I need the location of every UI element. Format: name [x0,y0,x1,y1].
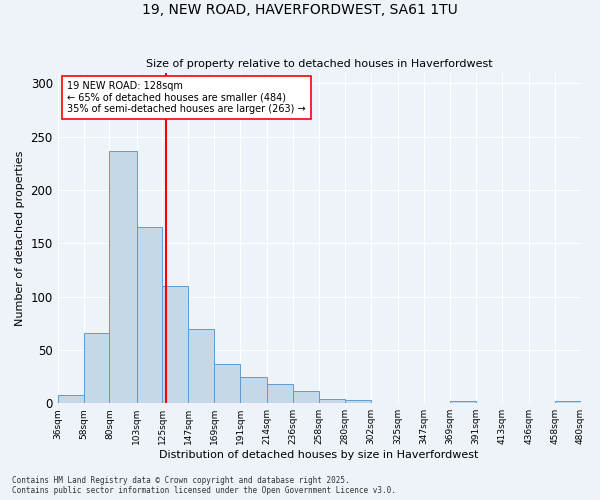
Bar [188,328,214,403]
Bar [163,286,188,403]
Bar [109,152,137,403]
Bar [267,384,293,403]
Bar [137,227,163,403]
Y-axis label: Number of detached properties: Number of detached properties [15,150,25,326]
Title: Size of property relative to detached houses in Haverfordwest: Size of property relative to detached ho… [146,59,493,69]
Bar [58,394,83,403]
Bar [240,376,267,403]
Text: Contains HM Land Registry data © Crown copyright and database right 2025.
Contai: Contains HM Land Registry data © Crown c… [12,476,396,495]
Bar [345,400,371,403]
Bar [319,399,345,403]
Bar [214,364,240,403]
X-axis label: Distribution of detached houses by size in Haverfordwest: Distribution of detached houses by size … [160,450,479,460]
Bar [293,392,319,403]
Bar [450,401,476,403]
Text: 19, NEW ROAD, HAVERFORDWEST, SA61 1TU: 19, NEW ROAD, HAVERFORDWEST, SA61 1TU [142,2,458,16]
Bar [83,333,109,403]
Text: 19 NEW ROAD: 128sqm
← 65% of detached houses are smaller (484)
35% of semi-detac: 19 NEW ROAD: 128sqm ← 65% of detached ho… [67,81,306,114]
Bar [554,401,581,403]
